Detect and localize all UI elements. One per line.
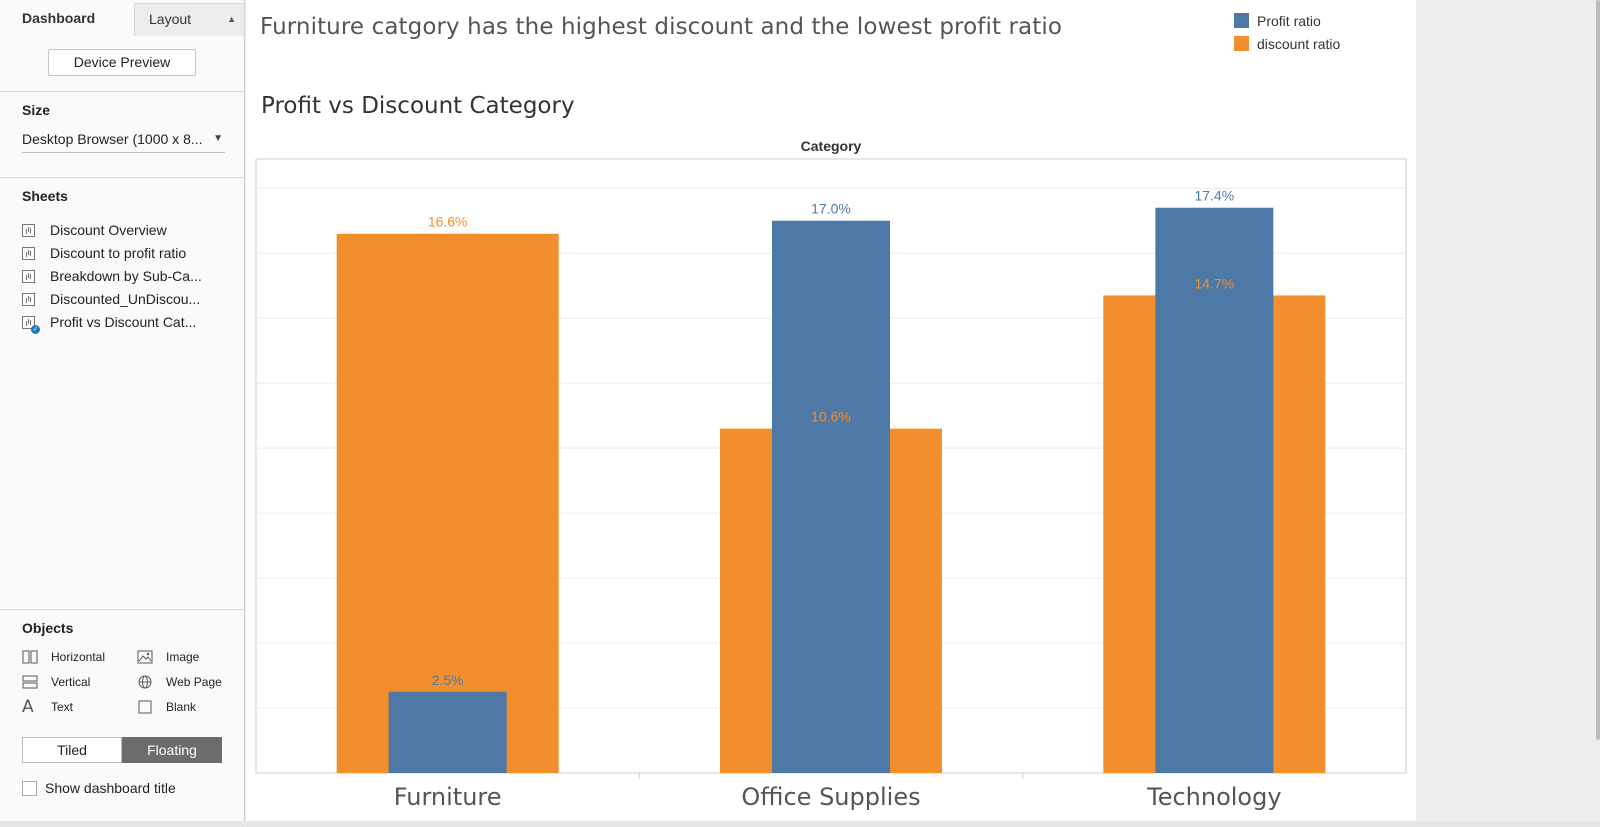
caret-down-icon: ▼ <box>213 133 223 144</box>
panel-tabs: Dashboard Layout ▲ <box>0 0 245 36</box>
legend-item-discount-ratio[interactable]: discount ratio <box>1234 32 1340 55</box>
legend-label: Profit ratio <box>1257 12 1321 29</box>
image-icon <box>137 650 153 664</box>
object-vertical[interactable]: Vertical <box>22 673 90 691</box>
sheets-section-title: Sheets <box>22 188 68 204</box>
show-dashboard-title-option[interactable]: Show dashboard title <box>22 780 176 796</box>
vertical-layout-icon <box>22 675 38 689</box>
sheet-item[interactable]: Discounted_UnDiscou... <box>22 289 200 309</box>
size-dropdown[interactable]: Desktop Browser (1000 x 8... ▼ <box>22 128 225 153</box>
object-label: Image <box>166 650 200 664</box>
object-web-page[interactable]: Web Page <box>137 673 222 691</box>
legend-label: discount ratio <box>1257 35 1341 52</box>
object-label: Text <box>51 700 74 714</box>
legend-swatch-discount <box>1234 36 1249 51</box>
tiled-toggle-button[interactable]: Tiled <box>22 737 122 763</box>
category-column-header: Category <box>800 138 862 154</box>
check-badge-icon: ✓ <box>31 324 40 334</box>
divider <box>0 91 245 92</box>
worksheet-icon <box>22 292 35 306</box>
size-dropdown-value: Desktop Browser (1000 x 8... <box>22 131 203 147</box>
legend: Profit ratio discount ratio <box>1234 9 1340 55</box>
panel-bottom-strip <box>0 821 245 827</box>
bottom-strip <box>246 821 1600 827</box>
sheet-item[interactable]: Discount Overview <box>22 220 167 240</box>
tab-dashboard[interactable]: Dashboard <box>0 0 134 36</box>
divider <box>0 177 245 178</box>
object-image[interactable]: Image <box>137 648 199 666</box>
category-tick-label: Technology <box>1146 783 1281 811</box>
worksheet-icon: ✓ <box>22 315 40 334</box>
sheet-item-label: Breakdown by Sub-Ca... <box>50 268 202 284</box>
sheet-item[interactable]: Breakdown by Sub-Ca... <box>22 266 202 286</box>
worksheet-icon <box>22 269 35 283</box>
data-label-profit: 17.4% <box>1194 188 1234 204</box>
show-title-label: Show dashboard title <box>45 780 176 796</box>
sheet-item-label: Profit vs Discount Cat... <box>50 314 197 330</box>
object-text[interactable]: A Text <box>22 698 73 716</box>
vertical-scrollbar[interactable] <box>1596 0 1600 740</box>
sheet-item-label: Discounted_UnDiscou... <box>50 291 201 307</box>
object-horizontal[interactable]: Horizontal <box>22 648 105 666</box>
dashboard-side-panel: Dashboard Layout ▲ Device Preview Size D… <box>0 0 245 827</box>
data-label-profit: 17.0% <box>811 201 851 217</box>
chart-title: Profit vs Discount Category <box>261 93 575 119</box>
size-section-title: Size <box>22 102 51 118</box>
object-label: Blank <box>166 700 197 714</box>
object-label: Web Page <box>166 675 222 689</box>
legend-swatch-profit <box>1234 13 1249 28</box>
worksheet-icon <box>22 223 35 237</box>
object-blank[interactable]: Blank <box>137 698 196 716</box>
category-tick-label: Furniture <box>394 783 502 811</box>
object-label: Horizontal <box>51 650 106 664</box>
data-label-discount: 16.6% <box>428 214 468 230</box>
blank-icon <box>138 700 152 714</box>
tab-layout-label: Layout <box>149 11 192 27</box>
divider <box>0 609 245 610</box>
show-title-checkbox[interactable] <box>22 780 37 796</box>
sheet-item-active[interactable]: ✓ Profit vs Discount Cat... <box>22 312 197 334</box>
legend-item-profit-ratio[interactable]: Profit ratio <box>1234 9 1340 32</box>
sheet-item-label: Discount to profit ratio <box>50 245 187 261</box>
object-label: Vertical <box>51 675 91 689</box>
data-label-discount: 14.7% <box>1194 275 1234 291</box>
dashboard-title: Furniture catgory has the highest discou… <box>260 14 1063 40</box>
tab-layout[interactable]: Layout ▲ <box>134 3 245 36</box>
category-tick-label: Office Supplies <box>741 783 920 811</box>
text-icon: A <box>22 697 34 717</box>
bar-profit-ratio <box>388 691 507 773</box>
floating-toggle-button[interactable]: Floating <box>122 737 222 763</box>
sheet-item[interactable]: Discount to profit ratio <box>22 243 186 263</box>
objects-section-title: Objects <box>22 620 74 636</box>
up-down-arrows-icon: ▲ <box>227 14 236 24</box>
globe-icon <box>138 675 152 689</box>
data-label-profit: 2.5% <box>432 672 464 688</box>
bar-profit-ratio <box>1155 207 1274 773</box>
sheet-item-label: Discount Overview <box>50 222 167 238</box>
bar-discount-ratio <box>336 233 559 773</box>
horizontal-layout-icon <box>22 650 38 664</box>
data-label-discount: 10.6% <box>811 409 851 425</box>
bar-profit-ratio <box>772 220 890 774</box>
worksheet-icon <box>22 246 35 260</box>
device-preview-button[interactable]: Device Preview <box>48 49 196 76</box>
